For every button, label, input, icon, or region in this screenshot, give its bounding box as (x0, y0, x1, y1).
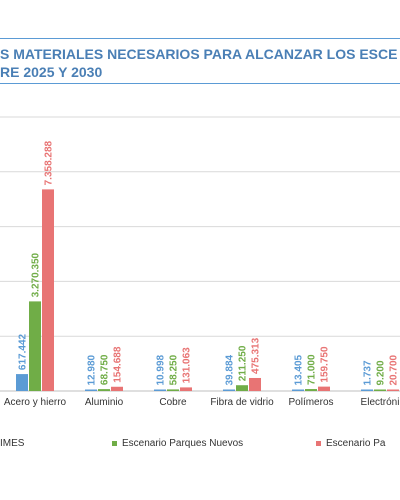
bar-2-2 (180, 387, 192, 391)
legend-item-parques-nuevos: Escenario Parques Nuevos (112, 438, 243, 449)
bar-2-3 (249, 377, 261, 391)
data-label-2-5: 20.700 (389, 354, 400, 385)
bar-2-1 (111, 386, 123, 391)
data-label-0-1: 12.980 (87, 354, 98, 385)
data-label-1-1: 68.750 (100, 354, 111, 385)
data-label-2-2: 131.063 (182, 347, 193, 384)
bar-1-3 (236, 385, 248, 391)
bar-2-4 (318, 386, 330, 391)
chart-title-line-1: S MATERIALES NECESARIOS PARA ALCANZAR LO… (0, 46, 398, 62)
legend-item-imes: IMES (0, 438, 24, 449)
x-tick-label-0: Acero y hierro (4, 397, 67, 408)
data-label-2-3: 475.313 (251, 337, 262, 374)
data-label-1-0: 3.270.350 (31, 252, 42, 297)
data-label-1-2: 58.250 (169, 354, 180, 385)
bar-1-2 (167, 389, 179, 391)
legend-swatch-green (112, 440, 117, 446)
bar-chart: 617.442 3.270.350 7.358.288 Acero y hierro 1… (0, 116, 400, 408)
data-label-0-0: 617.442 (18, 333, 29, 370)
legend-label-pa: Escenario Pa (326, 438, 386, 449)
bar-2-5 (387, 389, 399, 391)
bar-1-5 (374, 389, 386, 391)
data-label-0-5: 1.737 (363, 360, 374, 385)
bar-0-3 (223, 389, 235, 391)
data-label-0-2: 10.998 (156, 354, 167, 385)
bar-1-1 (98, 389, 110, 391)
bar-1-0 (29, 301, 41, 391)
x-tick-label-2: Cobre (159, 397, 187, 408)
x-tick-label-5: Electróni (361, 397, 400, 408)
bar-0-0 (16, 374, 28, 391)
bar-0-5 (361, 389, 373, 391)
data-label-2-0: 7.358.288 (44, 140, 55, 185)
x-tick-label-4: Polímeros (288, 397, 333, 408)
title-box (0, 38, 400, 84)
bar-0-4 (292, 389, 304, 391)
data-label-2-4: 159.750 (320, 346, 331, 383)
chart-title-line-2: RE 2025 Y 2030 (0, 64, 103, 80)
bar-0-1 (85, 389, 97, 391)
legend: IMES Escenario Parques Nuevos Escenario … (0, 438, 400, 454)
x-tick-label-3: Fibra de vidrio (210, 397, 274, 408)
data-label-0-3: 39.884 (225, 354, 236, 385)
legend-label-parques-nuevos: Escenario Parques Nuevos (122, 438, 244, 449)
legend-swatch-red (316, 440, 321, 446)
legend-item-pa: Escenario Pa (316, 438, 385, 449)
x-tick-label-1: Aluminio (85, 397, 124, 408)
bar-0-2 (154, 389, 166, 391)
data-label-1-3: 211.250 (238, 345, 249, 381)
data-label-1-5: 9.200 (376, 360, 387, 385)
bar-2-0 (42, 189, 54, 391)
legend-label-imes: IMES (0, 438, 25, 449)
data-label-2-1: 154.688 (113, 346, 124, 383)
bar-1-4 (305, 389, 317, 391)
data-label-0-4: 13.405 (294, 354, 305, 385)
data-label-1-4: 71.000 (307, 354, 318, 385)
